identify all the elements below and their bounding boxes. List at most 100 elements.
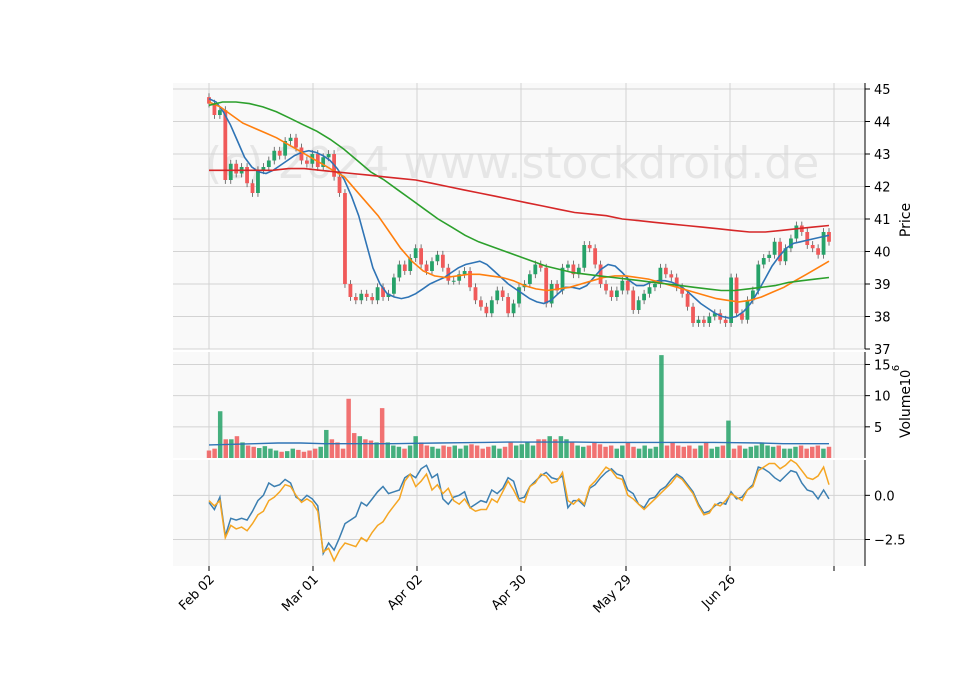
candle-body	[326, 154, 331, 158]
volume-bar	[474, 445, 480, 458]
oscillator-panel	[173, 460, 865, 566]
candle-body	[288, 137, 293, 141]
volume-bar	[441, 445, 446, 458]
candle-body	[266, 160, 271, 167]
volume-bar	[229, 439, 234, 458]
volume-bar	[592, 442, 597, 458]
volume-bar	[206, 450, 212, 458]
candle-body	[337, 176, 342, 193]
candle-body	[816, 248, 821, 255]
candle-body	[794, 225, 799, 239]
candle-body	[359, 293, 364, 301]
candle-body	[702, 319, 706, 323]
volume-bar	[603, 446, 608, 458]
candle-body	[827, 232, 831, 242]
volume-bar	[731, 448, 737, 458]
candle-body	[609, 290, 614, 297]
candle-body	[598, 264, 603, 284]
volume-bar	[742, 448, 748, 458]
volume-bar	[502, 446, 508, 458]
volume-bar	[279, 451, 284, 458]
volume-bar	[793, 446, 798, 458]
x-tick-label: May 29	[591, 572, 635, 616]
volume-bar	[698, 445, 703, 458]
candle-body	[370, 297, 375, 301]
volume-bar	[782, 448, 787, 458]
price-axis-title: Price	[898, 203, 914, 237]
moving-average-line	[208, 101, 830, 303]
candle-body	[321, 157, 326, 167]
candle-body	[430, 261, 434, 271]
candle-body	[533, 264, 538, 275]
y-tick-label: 42	[874, 181, 891, 196]
volume-bar	[653, 446, 659, 458]
candle-body	[468, 271, 472, 288]
candle-body	[707, 316, 712, 323]
candle-body	[261, 167, 266, 171]
candle-body	[364, 293, 369, 297]
candle-body	[691, 306, 695, 323]
candle-body	[555, 284, 559, 291]
candle-body	[538, 264, 543, 268]
candle-body	[457, 274, 462, 281]
volume-bar	[491, 445, 497, 458]
candle-body	[587, 245, 592, 249]
candle-body	[228, 163, 233, 180]
candle-body	[527, 274, 532, 284]
volume-bar	[251, 446, 256, 458]
candle-body	[283, 141, 288, 156]
volume-bar	[530, 445, 536, 458]
volume-bar	[748, 446, 754, 458]
volume-bar	[402, 448, 407, 458]
candle-body	[734, 277, 739, 314]
candle-body	[669, 274, 674, 278]
volume-bar	[581, 446, 586, 458]
volume-bar	[212, 448, 217, 458]
candle-body	[740, 313, 744, 320]
volume-bar	[709, 448, 714, 458]
candle-body	[294, 137, 298, 148]
y-tick-label: 45	[874, 83, 891, 98]
candle-body	[604, 284, 608, 291]
y-tick-label: 39	[874, 278, 891, 293]
oscillator-line	[208, 464, 830, 557]
volume-bar	[217, 411, 223, 458]
volume-bar	[536, 439, 541, 458]
volume-bar	[541, 439, 547, 458]
candle-body	[343, 193, 347, 284]
volume-bar	[301, 451, 307, 458]
candle-body	[424, 264, 429, 271]
volume-bar	[379, 408, 385, 458]
volume-average-line	[208, 441, 829, 446]
candle-body	[315, 154, 320, 167]
volume-bar	[430, 446, 435, 458]
volume-bar	[363, 439, 368, 458]
candle-body	[571, 264, 576, 275]
volume-bar	[463, 445, 469, 458]
volume-bar	[720, 445, 726, 458]
candle-body	[234, 163, 239, 174]
candle-body	[272, 150, 277, 161]
y-tick-label: 44	[874, 116, 891, 131]
candle-body	[778, 241, 782, 262]
volume-bar	[435, 448, 441, 458]
volume-bar	[826, 446, 832, 458]
volume-bar	[385, 442, 390, 458]
volume-bar	[513, 445, 519, 458]
candle-body	[413, 248, 418, 258]
volume-bar	[636, 448, 642, 458]
volume-bar	[458, 448, 463, 458]
x-tick-label: Feb 02	[176, 572, 218, 614]
volume-bar	[815, 445, 821, 458]
y-tick-label: 5	[874, 421, 882, 436]
candle-body	[712, 313, 717, 317]
oscillator-line	[208, 459, 830, 563]
volume-bar	[240, 442, 245, 458]
volume-bar	[608, 445, 614, 458]
candle-body	[680, 287, 685, 294]
candle-body	[620, 280, 625, 291]
candle-body	[750, 290, 755, 301]
volume-bar	[670, 442, 675, 458]
x-tick-label: Mar 01	[279, 572, 322, 615]
volume-bar	[486, 446, 491, 458]
